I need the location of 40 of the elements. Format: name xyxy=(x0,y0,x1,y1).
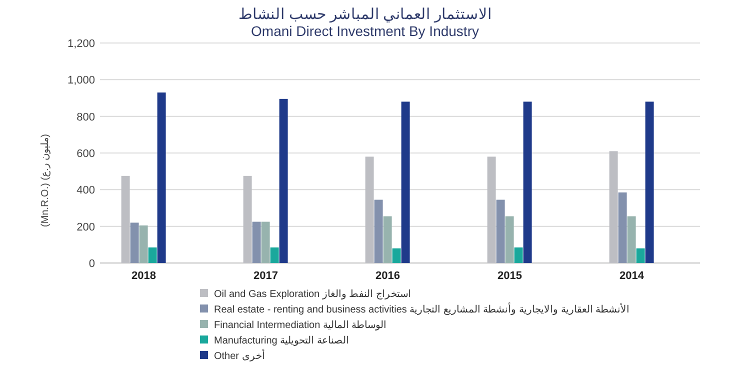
y-tick-label: 1,200 xyxy=(67,38,95,50)
bar xyxy=(401,102,410,263)
bar xyxy=(523,102,532,263)
legend-label: Manufacturing الصناعة التحويلية xyxy=(214,336,349,346)
bar xyxy=(130,222,139,263)
x-tick-label: 2018 xyxy=(132,270,156,282)
x-tick-label: 2017 xyxy=(254,270,278,282)
bar xyxy=(618,192,627,263)
bar xyxy=(261,222,270,263)
y-axis-title: (Mn.R.O.) (مليون ر.ع) xyxy=(40,134,51,227)
bar xyxy=(270,247,279,263)
bar xyxy=(505,216,514,263)
x-tick-label: 2016 xyxy=(376,270,400,282)
y-tick-label: 800 xyxy=(76,111,95,124)
bar xyxy=(392,248,401,263)
x-tick-label: 2014 xyxy=(620,270,645,282)
bar xyxy=(279,98,288,263)
x-tick-label: 2015 xyxy=(498,270,522,282)
bar xyxy=(374,200,383,263)
bar xyxy=(514,247,523,263)
legend-label: Oil and Gas Exploration استخراج النفط والغاز xyxy=(214,289,411,300)
bar xyxy=(645,102,654,263)
bar xyxy=(252,222,261,263)
legend-label: Real estate - renting and business activities الأنشطة العقارية والايجارية وأنشطة المشاريع التجارية xyxy=(214,302,630,316)
y-tick-label: 1,000 xyxy=(67,74,95,87)
chart-title: الاستثمار العماني المباشر حسب النشاط xyxy=(238,6,492,23)
y-tick-label: 600 xyxy=(76,148,95,160)
bar xyxy=(636,248,645,263)
bar xyxy=(496,200,505,263)
chart-subtitle: Omani Direct Investment By Industry xyxy=(251,23,479,39)
bar xyxy=(157,92,166,263)
bar xyxy=(148,247,157,263)
bar xyxy=(627,216,636,263)
y-tick-label: 400 xyxy=(76,184,95,197)
legend-label: Financial Intermediation الوساطة المالية xyxy=(214,320,387,331)
bar xyxy=(383,216,392,263)
bar xyxy=(139,225,148,263)
y-tick-label: 0 xyxy=(88,258,95,270)
legend-label: Other أخرى xyxy=(214,349,265,362)
y-tick-label: 200 xyxy=(76,221,95,234)
